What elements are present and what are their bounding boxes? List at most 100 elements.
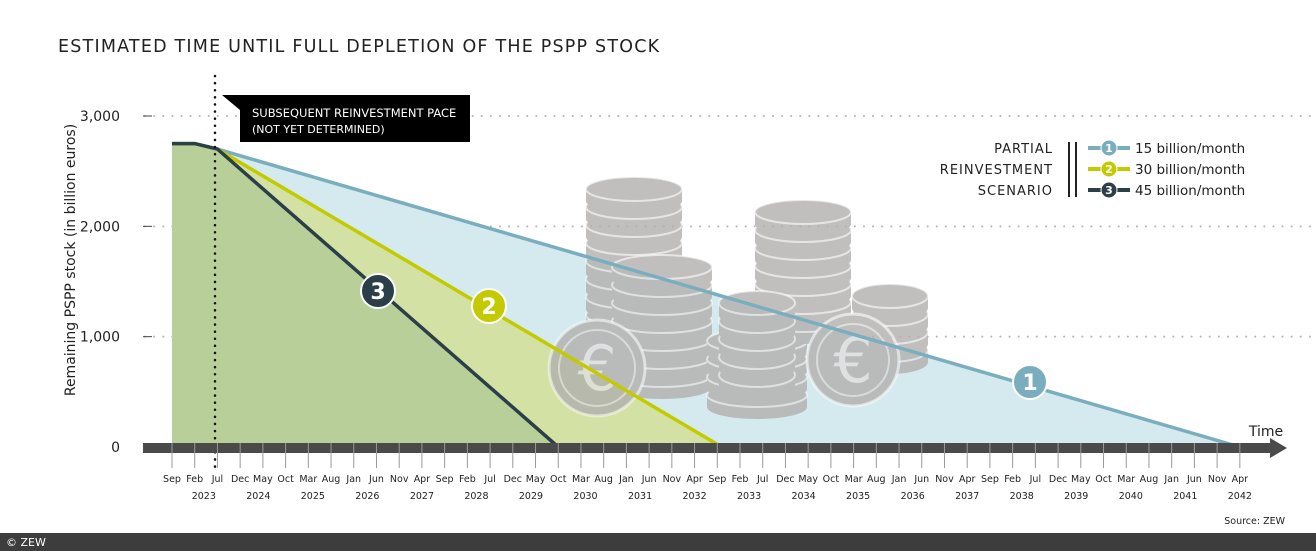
x-tick-year: 2037 xyxy=(955,491,979,502)
annotation-line2: (NOT YET DETERMINED) xyxy=(252,123,385,136)
x-tick-month: Oct xyxy=(550,474,567,485)
x-tick-year: 2031 xyxy=(628,491,652,502)
series-marker-label: 1 xyxy=(1022,371,1037,396)
x-tick-month: May xyxy=(253,474,273,485)
legend-title-1: PARTIAL xyxy=(994,142,1053,157)
legend-marker-label: 1 xyxy=(1105,142,1113,155)
x-tick-year: 2030 xyxy=(573,491,597,502)
euro-coin xyxy=(547,318,647,418)
series-marker-label: 2 xyxy=(481,295,496,320)
x-tick-year: 2024 xyxy=(246,491,270,502)
euro-icon: € xyxy=(833,324,872,397)
series-marker-1 xyxy=(1012,364,1048,400)
axis-arrow-icon xyxy=(1270,438,1287,458)
x-tick-month: Apr xyxy=(959,474,976,485)
x-tick-month: Jan xyxy=(345,474,361,485)
x-tick-month: May xyxy=(1071,474,1091,485)
x-tick-year: 2025 xyxy=(301,491,325,502)
x-tick-month: Aug xyxy=(867,474,886,485)
x-tick-month: Apr xyxy=(686,474,703,485)
x-tick-year: 2036 xyxy=(901,491,925,502)
x-tick-month: Aug xyxy=(594,474,613,485)
x-tick-month: Dec xyxy=(231,474,249,485)
legend-label: 15 billion/month xyxy=(1135,141,1245,157)
x-tick-year: 2026 xyxy=(355,491,379,502)
coin-top xyxy=(754,199,852,225)
x-tick-month: Feb xyxy=(1004,474,1021,485)
x-tick-month: Mar xyxy=(299,474,317,485)
coins-illustration: € € xyxy=(547,176,929,419)
chart-title: ESTIMATED TIME UNTIL FULL DEPLETION OF T… xyxy=(58,37,660,57)
x-tick-month: Jul xyxy=(483,474,495,485)
axis-bar xyxy=(143,443,1273,453)
legend-marker-label: 2 xyxy=(1105,163,1113,176)
x-tick-month: Oct xyxy=(1095,474,1112,485)
y-axis-label: Remaining PSPP stock (in billion euros) xyxy=(63,124,79,396)
x-tick-year: 2032 xyxy=(682,491,706,502)
series-markers: 1 2 3 xyxy=(360,273,1048,400)
x-tick-month: Apr xyxy=(414,474,431,485)
legend-marker xyxy=(1100,181,1118,199)
x-tick-month: Nov xyxy=(935,474,954,485)
coin-top xyxy=(851,283,929,309)
x-tick-month: May xyxy=(798,474,818,485)
x-tick-month: Jun xyxy=(641,474,657,485)
euro-icon: € xyxy=(577,332,616,405)
x-tick-month: Aug xyxy=(322,474,341,485)
x-tick-month: Oct xyxy=(823,474,840,485)
x-tick-month: Aug xyxy=(1140,474,1159,485)
x-tick-month: Mar xyxy=(845,474,863,485)
x-tick-year: 2041 xyxy=(1173,491,1197,502)
legend-title-3: SCENARIO xyxy=(978,184,1053,199)
x-tick-month: May xyxy=(526,474,546,485)
x-tick-month: Jun xyxy=(913,474,929,485)
x-tick-month: Jun xyxy=(368,474,384,485)
x-tick-month: Dec xyxy=(504,474,522,485)
x-tick-year: 2035 xyxy=(846,491,870,502)
x-tick-month: Mar xyxy=(572,474,590,485)
series-marker-2 xyxy=(471,288,507,324)
legend-marker xyxy=(1100,160,1118,178)
x-tick-year: 2023 xyxy=(192,491,216,502)
x-tick-month: Mar xyxy=(1117,474,1135,485)
x-tick-month: Sep xyxy=(436,474,454,485)
y-tick-label: 0 xyxy=(111,440,120,456)
x-tick-month: Nov xyxy=(1208,474,1227,485)
x-tick-month: Sep xyxy=(708,474,726,485)
x-tick-month: Nov xyxy=(390,474,409,485)
coin-top xyxy=(585,176,683,202)
series-marker-label: 3 xyxy=(370,280,385,305)
x-tick-month: Feb xyxy=(186,474,203,485)
x-tick-year: 2042 xyxy=(1228,491,1252,502)
x-tick-month: Jan xyxy=(891,474,907,485)
x-tick-month: Sep xyxy=(163,474,181,485)
x-tick-month: Jan xyxy=(1163,474,1179,485)
legend-label: 45 billion/month xyxy=(1135,183,1245,199)
source-note: Source: ZEW xyxy=(1224,516,1285,527)
x-tick-year: 2027 xyxy=(410,491,434,502)
x-tick-month: Jan xyxy=(618,474,634,485)
euro-coin-rim xyxy=(558,329,636,407)
x-tick-year: 2029 xyxy=(519,491,543,502)
annotation-line1: SUBSEQUENT REINVESTMENT PACE xyxy=(252,106,456,120)
x-axis: Sep Feb Jul Dec May Oct Mar Aug Jan Jun Nov Apr Sep F… xyxy=(143,438,1287,502)
x-tick-year: 2033 xyxy=(737,491,761,502)
series-marker-3 xyxy=(360,273,396,309)
x-tick-year: 2039 xyxy=(1064,491,1088,502)
x-tick-year: 2038 xyxy=(1010,491,1034,502)
legend: PARTIAL REINVESTMENT SCENARIO 1 15 billio… xyxy=(940,139,1245,199)
euro-coin-rim xyxy=(816,323,890,397)
x-tick-year: 2028 xyxy=(464,491,488,502)
x-tick-month: Feb xyxy=(732,474,749,485)
euro-coin xyxy=(805,312,901,408)
x-tick-month: Jul xyxy=(756,474,768,485)
x-tick-year: 2034 xyxy=(792,491,816,502)
x-tick-month: Dec xyxy=(776,474,794,485)
legend-marker-label: 3 xyxy=(1105,184,1113,197)
x-tick-month: Dec xyxy=(1049,474,1067,485)
annotation-box: SUBSEQUENT REINVESTMENT PACE (NOT YET DE… xyxy=(222,95,470,142)
legend-title-2: REINVESTMENT xyxy=(940,163,1053,178)
x-tick-month: Oct xyxy=(277,474,294,485)
x-axis-label: Time xyxy=(1248,424,1283,440)
